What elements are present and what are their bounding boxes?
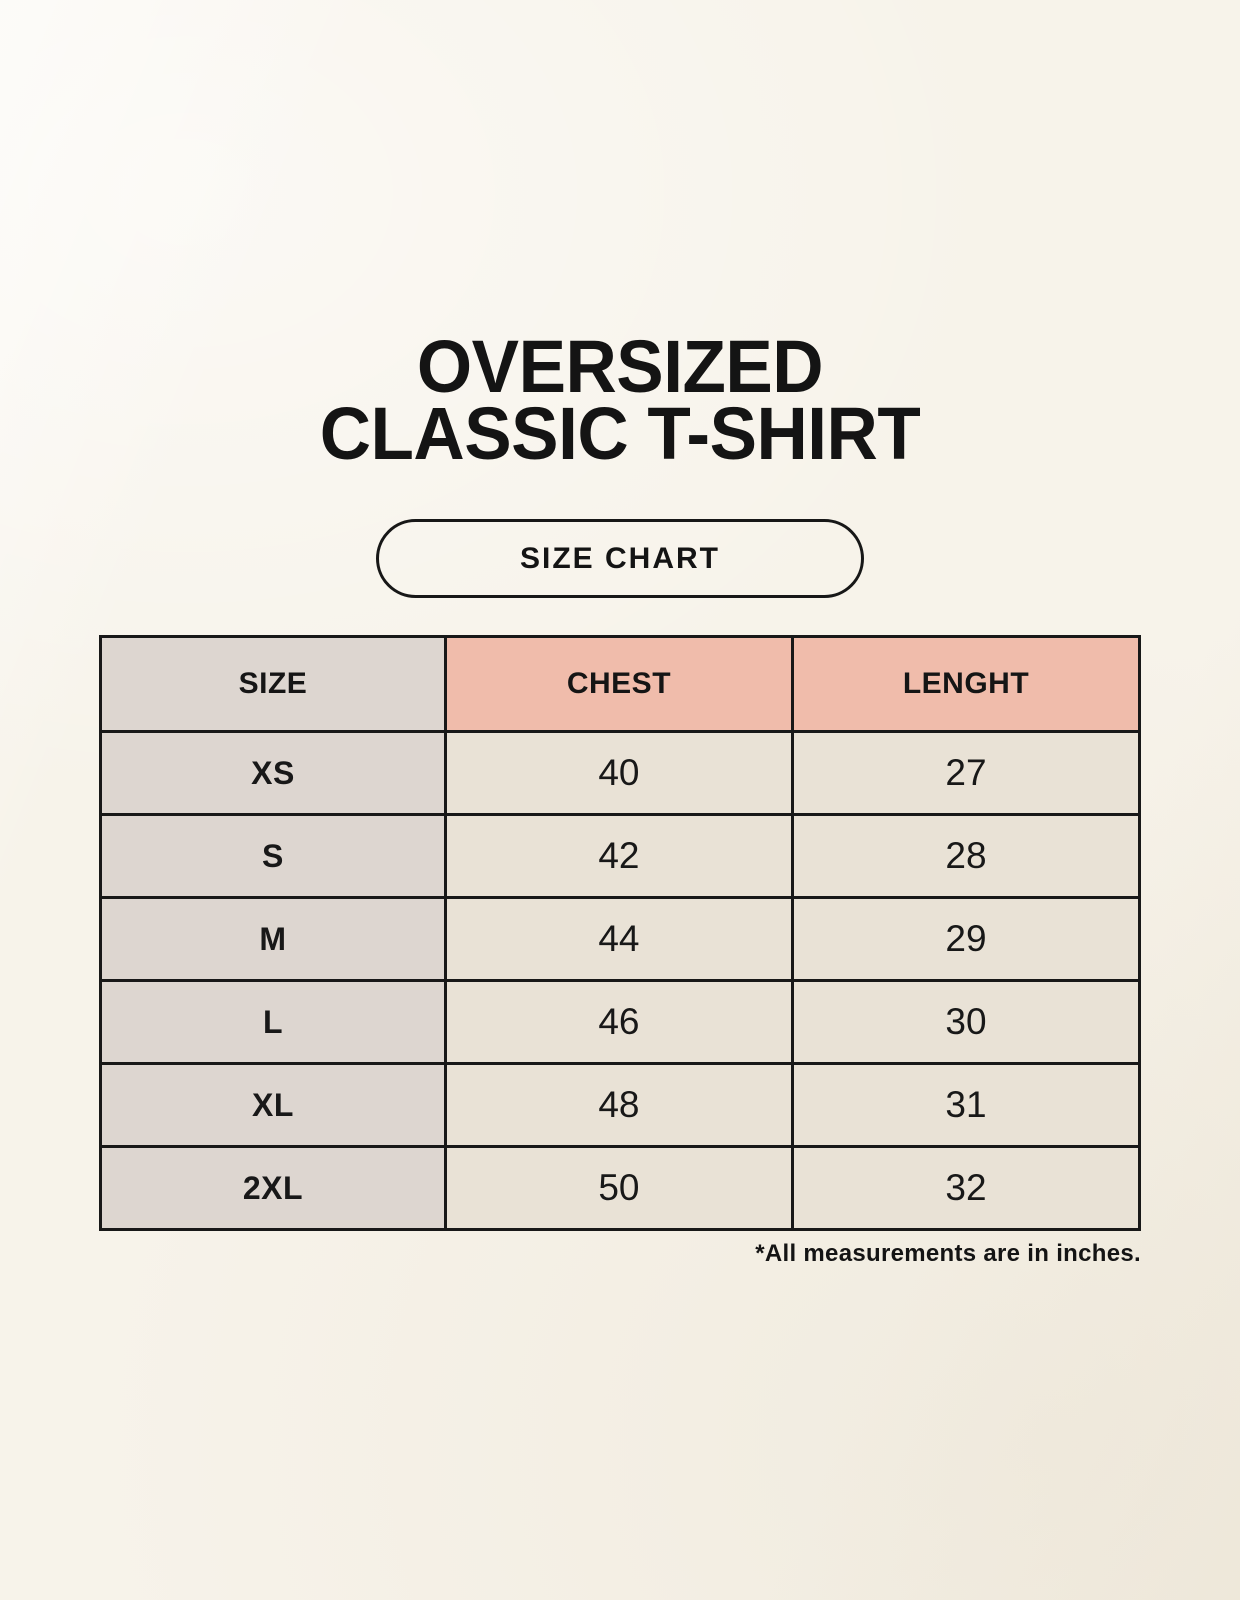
header-size: SIZE [99,635,447,734]
size-cell: XL [99,1062,447,1149]
header-lenght: LENGHT [790,635,1142,734]
chest-cell: 42 [443,813,794,900]
length-cell: 30 [790,979,1142,1066]
size-cell: M [99,896,447,983]
header-chest: CHEST [443,635,794,734]
length-cell: 31 [790,1062,1142,1149]
size-cell: XS [99,730,447,817]
length-cell: 32 [790,1145,1142,1232]
table-row: M 44 29 [99,896,1142,983]
size-cell: 2XL [99,1145,447,1232]
size-chart-badge: SIZE CHART [376,519,864,599]
length-cell: 29 [790,896,1142,983]
table-row: S 42 28 [99,813,1142,900]
page-title-line2: CLASSIC T-SHIRT [319,391,921,475]
size-cell: L [99,979,447,1066]
chest-cell: 46 [443,979,794,1066]
size-table: SIZE CHEST LENGHT XS 40 27 S 42 28 M 44 … [99,635,1142,1232]
table-row: 2XL 50 32 [99,1145,1142,1232]
chest-cell: 50 [443,1145,794,1232]
page-title: OVERSIZED CLASSIC T-SHIRT [25,325,1215,475]
chest-cell: 48 [443,1062,794,1149]
chest-cell: 44 [443,896,794,983]
size-cell: S [99,813,447,900]
size-chart-badge-label: SIZE CHART [520,541,720,575]
length-cell: 27 [790,730,1142,817]
length-cell: 28 [790,813,1142,900]
table-row: XL 48 31 [99,1062,1142,1149]
table-row: L 46 30 [99,979,1142,1066]
table-row: XS 40 27 [99,730,1142,817]
table-header-row: SIZE CHEST LENGHT [99,635,1142,734]
chest-cell: 40 [443,730,794,817]
measurements-footnote: *All measurements are in inches. [755,1240,1141,1268]
page-title-line1: OVERSIZED [416,325,824,408]
